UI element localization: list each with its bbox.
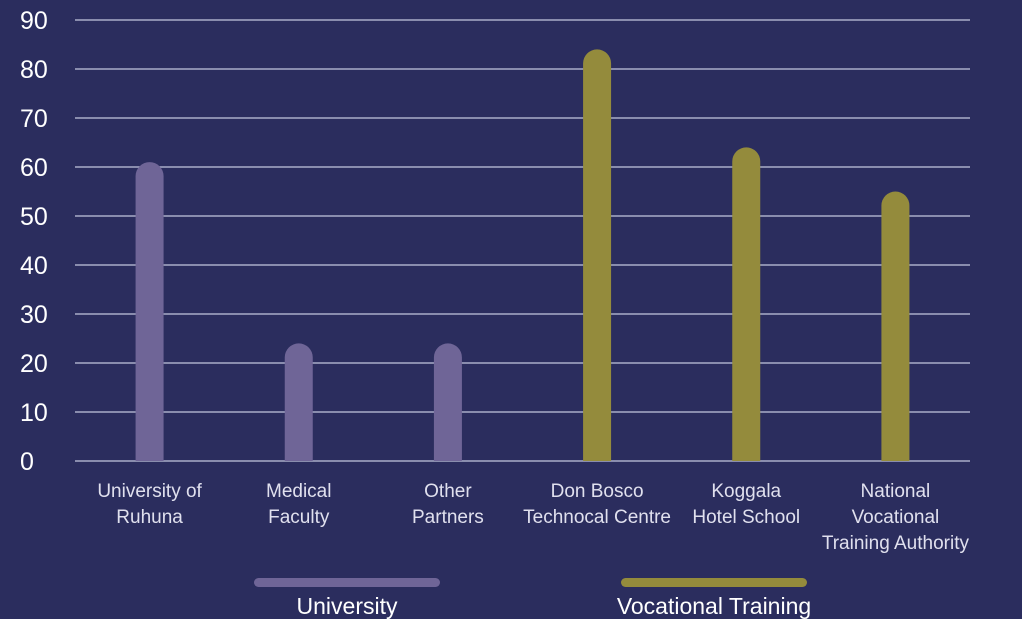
y-tick-label: 80 bbox=[20, 56, 48, 84]
x-category-label-line: National bbox=[861, 481, 931, 502]
bar bbox=[583, 49, 612, 462]
y-tick-label: 40 bbox=[20, 252, 48, 280]
x-category-label: University of Ruhuna bbox=[97, 481, 202, 528]
y-axis-tick-labels: 0 10 20 30 40 50 60 70 80 90 bbox=[20, 7, 48, 476]
x-category-label-line: Don Bosco bbox=[551, 481, 644, 502]
x-category-label: National Vocational Training Authority bbox=[822, 481, 970, 554]
x-category-label-line: Medical bbox=[266, 481, 331, 502]
x-category-label-line: Koggala bbox=[711, 481, 781, 502]
y-tick-label: 30 bbox=[20, 301, 48, 329]
x-category-label-line: Technocal Centre bbox=[523, 507, 671, 528]
x-category-label: Don Bosco Technocal Centre bbox=[523, 481, 671, 528]
x-category-label-line: Other bbox=[424, 481, 472, 502]
y-tick-label: 90 bbox=[20, 7, 48, 35]
y-tick-label: 10 bbox=[20, 399, 48, 427]
legend-label: University bbox=[297, 593, 398, 619]
x-category-label-line: Training Authority bbox=[822, 533, 970, 554]
gridlines bbox=[75, 19, 970, 462]
bar bbox=[135, 162, 164, 461]
x-category-label-line: Hotel School bbox=[692, 507, 800, 528]
bars bbox=[135, 49, 910, 462]
x-category-label-line: Vocational bbox=[852, 507, 940, 528]
x-category-label-line: University of bbox=[97, 481, 202, 502]
legend-swatch bbox=[254, 578, 440, 587]
x-axis-category-labels: University of Ruhuna Medical Faculty Other Pa… bbox=[97, 481, 969, 554]
x-category-label: Koggala Hotel School bbox=[692, 481, 800, 528]
y-tick-label: 60 bbox=[20, 154, 48, 182]
x-category-label-line: Partners bbox=[412, 507, 484, 528]
x-category-label-line: Ruhuna bbox=[116, 507, 183, 528]
legend-swatch bbox=[621, 578, 807, 587]
y-tick-label: 70 bbox=[20, 105, 48, 133]
x-category-label: Other Partners bbox=[412, 481, 484, 528]
y-tick-label: 50 bbox=[20, 203, 48, 231]
bar bbox=[881, 191, 910, 461]
legend: University Vocational Training bbox=[254, 578, 811, 619]
y-tick-label: 0 bbox=[20, 448, 34, 476]
x-category-label-line: Faculty bbox=[268, 507, 330, 528]
y-tick-label: 20 bbox=[20, 350, 48, 378]
bar bbox=[284, 343, 313, 461]
bar bbox=[732, 147, 761, 461]
bar bbox=[433, 343, 462, 461]
legend-label: Vocational Training bbox=[617, 593, 811, 619]
x-category-label: Medical Faculty bbox=[266, 481, 331, 528]
